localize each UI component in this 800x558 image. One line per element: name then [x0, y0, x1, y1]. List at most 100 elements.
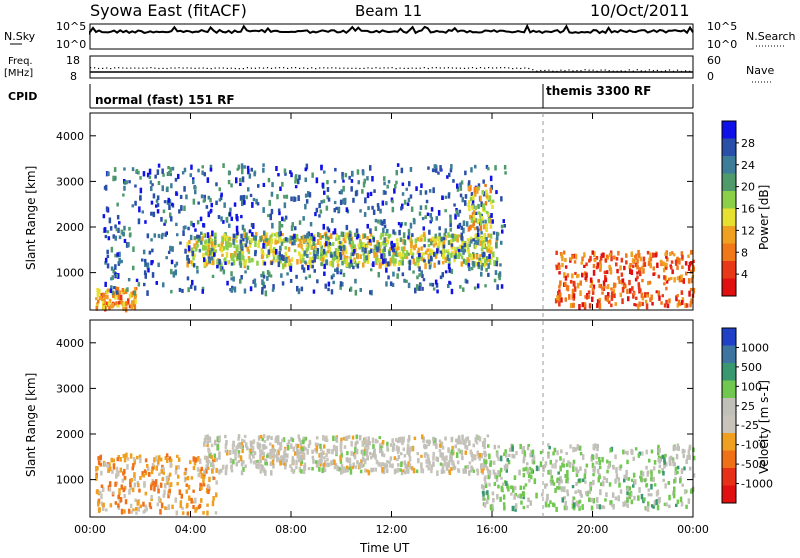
heatmap-cell [383, 181, 386, 186]
nave-point [536, 70, 538, 72]
heatmap-cell [354, 232, 357, 237]
heatmap-cell [262, 243, 265, 249]
heatmap-cell [506, 458, 510, 462]
heatmap-cell [652, 505, 655, 509]
heatmap-cell [99, 490, 102, 494]
heatmap-cell [498, 471, 502, 477]
heatmap-cell [354, 441, 358, 445]
colorbar-swatch [722, 156, 736, 174]
heatmap-cell [486, 494, 490, 501]
heatmap-cell [247, 168, 250, 175]
heatmap-cell [663, 463, 666, 469]
heatmap-cell [305, 244, 309, 248]
heatmap-cell [315, 462, 319, 468]
heatmap-cell [375, 459, 379, 465]
heatmap-cell [591, 462, 595, 469]
heatmap-cell [615, 467, 618, 474]
heatmap-cell [407, 235, 410, 240]
heatmap-cell [109, 503, 113, 508]
heatmap-cell [407, 228, 411, 232]
heatmap-cell [203, 262, 206, 267]
heatmap-cell [323, 456, 326, 460]
heatmap-cell [598, 465, 602, 470]
heatmap-cell [598, 460, 602, 466]
heatmap-cell [150, 469, 154, 475]
heatmap-cell [278, 251, 282, 257]
heatmap-cell [678, 279, 682, 283]
heatmap-cell [408, 434, 411, 441]
heatmap-cell [456, 439, 459, 445]
heatmap-cell [299, 462, 303, 466]
heatmap-cell [283, 237, 286, 244]
heatmap-cell [627, 296, 630, 302]
heatmap-cell [116, 457, 120, 462]
heatmap-cell [442, 239, 446, 245]
heatmap-cell [230, 277, 233, 281]
heatmap-cell [344, 172, 348, 178]
heatmap-cell [352, 265, 355, 270]
heatmap-cell [369, 165, 372, 171]
heatmap-cell [689, 269, 693, 274]
heatmap-cell [438, 226, 441, 231]
heatmap-cell [386, 184, 389, 189]
heatmap-cell [593, 466, 596, 473]
heatmap-cell [267, 240, 270, 246]
heatmap-cell [452, 461, 455, 465]
heatmap-cell [338, 466, 341, 472]
heatmap-cell [328, 241, 332, 246]
heatmap-cell [394, 258, 397, 264]
heatmap-cell [170, 259, 174, 265]
heatmap-cell [414, 262, 417, 266]
heatmap-cell [315, 177, 319, 184]
heatmap-cell [297, 434, 301, 439]
heatmap-cell [343, 467, 346, 473]
heatmap-cell [343, 201, 347, 205]
heatmap-cell [436, 248, 439, 254]
heatmap-cell [136, 455, 139, 460]
nave-point [471, 67, 474, 69]
heatmap-cell [123, 457, 127, 463]
heatmap-cell [123, 476, 127, 480]
heatmap-cell [261, 437, 265, 442]
nave-point [178, 67, 180, 69]
heatmap-cell [579, 280, 583, 286]
heatmap-cell [166, 480, 169, 485]
heatmap-cell [440, 236, 444, 242]
heatmap-cell [688, 454, 691, 460]
heatmap-cell [485, 268, 488, 272]
heatmap-cell [130, 510, 134, 514]
heatmap-cell [381, 462, 385, 467]
heatmap-cell [344, 234, 347, 241]
heatmap-cell [262, 163, 265, 167]
heatmap-cell [403, 278, 406, 283]
heatmap-cell [161, 477, 164, 482]
heatmap-cell [183, 472, 187, 476]
heatmap-cell [381, 248, 385, 253]
heatmap-cell [563, 505, 567, 511]
heatmap-cell [512, 486, 515, 493]
heatmap-cell [357, 260, 361, 265]
heatmap-cell [432, 287, 436, 291]
heatmap-cell [605, 254, 609, 258]
heatmap-cell [599, 259, 602, 266]
heatmap-cell [302, 237, 306, 243]
heatmap-cell [620, 272, 624, 277]
heatmap-cell [420, 454, 423, 458]
heatmap-cell [392, 442, 396, 447]
heatmap-cell [378, 436, 382, 440]
heatmap-cell [133, 476, 136, 482]
heatmap-cell [456, 460, 460, 465]
heatmap-cell [359, 240, 362, 246]
heatmap-cell [383, 219, 386, 224]
heatmap-cell [137, 282, 141, 287]
heatmap-cell [422, 436, 425, 441]
heatmap-cell [387, 180, 391, 184]
heatmap-cell [192, 198, 196, 205]
heatmap-cell [572, 302, 575, 308]
heatmap-cell [110, 457, 114, 463]
heatmap-cell [690, 298, 693, 304]
heatmap-cell [405, 470, 409, 474]
heatmap-cell [573, 502, 576, 508]
heatmap-cell [164, 232, 167, 237]
heatmap-cell [237, 453, 241, 458]
